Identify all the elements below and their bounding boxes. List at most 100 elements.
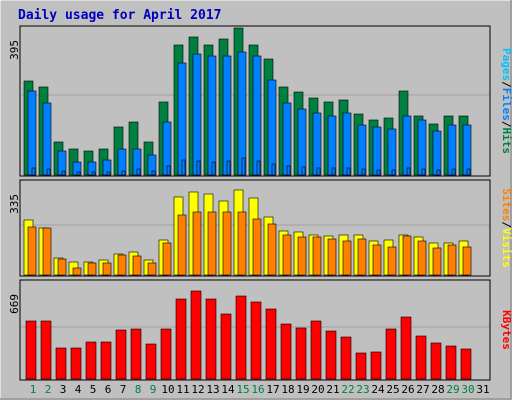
pages-bar-day-27 (421, 168, 426, 176)
day-label-11: 11 (176, 383, 189, 396)
sites-bar-day-4 (72, 267, 82, 276)
day-label-9: 9 (150, 383, 157, 396)
pages-bar-day-11 (181, 159, 186, 176)
kbytes-bar-day-13 (205, 298, 217, 380)
kbytes-bar-day-8 (130, 328, 142, 380)
day-label-8: 8 (135, 383, 142, 396)
sites-bar-day-24 (372, 244, 382, 276)
kbytes-bar-day-25 (385, 328, 397, 380)
sites-bar-day-27 (417, 240, 427, 276)
hits-files-pages-panel (21, 27, 489, 176)
day-label-14: 14 (221, 383, 235, 396)
legend-files: Files (500, 88, 512, 121)
pages-bar-day-2 (46, 168, 51, 176)
kbytes-bar-day-12 (190, 290, 202, 380)
sites-bar-day-19 (297, 236, 307, 276)
pages-bar-day-28 (436, 169, 441, 176)
files-bar-day-18 (282, 102, 292, 176)
day-label-29: 29 (446, 383, 459, 396)
sites-bar-day-5 (87, 262, 97, 276)
files-bar-day-14 (222, 55, 232, 176)
kbytes-bar-day-2 (40, 320, 52, 380)
pages-bar-day-7 (121, 170, 126, 176)
files-bar-day-29 (447, 124, 457, 176)
sites-bar-day-15 (237, 211, 247, 276)
day-label-2: 2 (45, 383, 52, 396)
kbytes-bar-day-10 (160, 328, 172, 380)
day-label-7: 7 (120, 383, 127, 396)
kbytes-bar-day-5 (85, 341, 97, 380)
files-bar-day-12 (192, 53, 202, 176)
day-label-28: 28 (431, 383, 444, 396)
pages-bar-day-14 (226, 160, 231, 176)
sites-bar-day-26 (402, 235, 412, 276)
sites-bar-day-29 (447, 244, 457, 276)
day-label-31: 31 (476, 383, 489, 396)
svg-text:Sites/Visits: Sites/Visits (500, 188, 512, 268)
hits-legend: Pages/Files/Hits (500, 48, 512, 154)
day-label-24: 24 (371, 383, 385, 396)
pages-bar-day-30 (466, 168, 471, 176)
sites-bar-day-7 (117, 254, 127, 276)
files-bar-day-15 (237, 51, 247, 176)
day-label-20: 20 (311, 383, 324, 396)
sites-bar-day-2 (42, 227, 52, 276)
pages-bar-day-24 (376, 169, 381, 176)
sites-bar-day-9 (147, 262, 157, 276)
files-bar-day-17 (267, 79, 277, 176)
kbytes-legend: KBytes (500, 310, 512, 350)
kbytes-bar-day-27 (415, 335, 427, 380)
day-label-3: 3 (60, 383, 67, 396)
sites-bar-day-28 (432, 247, 442, 276)
kbytes-panel (21, 290, 489, 380)
day-label-13: 13 (206, 383, 219, 396)
legend-sites: Sites (500, 188, 512, 221)
kbytes-bar-day-7 (115, 329, 127, 380)
kbytes-bar-day-14 (220, 313, 232, 380)
pages-bar-day-8 (136, 168, 141, 176)
files-bar-day-1 (27, 90, 37, 176)
files-bar-day-21 (327, 115, 337, 176)
files-bar-day-23 (357, 124, 367, 176)
pages-bar-day-18 (286, 165, 291, 176)
kbytes-bar-day-16 (250, 301, 262, 380)
files-bar-day-27 (417, 119, 427, 176)
files-bar-day-30 (462, 124, 472, 176)
day-labels: 1 2 3 4 5 6 7 8 9 10 11 12 13 14 15 16 17 18 19 20 21 22 23 24 2… (30, 383, 490, 396)
day-label-27: 27 (416, 383, 429, 396)
sites-bar-day-14 (222, 211, 232, 276)
sites-bar-day-23 (357, 238, 367, 276)
legend-pages: Pages (500, 48, 512, 81)
pages-bar-day-22 (346, 167, 351, 176)
sites-bar-day-25 (387, 246, 397, 276)
pages-bar-day-29 (451, 168, 456, 176)
day-label-10: 10 (161, 383, 174, 396)
visits-sites-panel (21, 189, 489, 276)
kbytes-ymax-label: 669 (8, 294, 21, 314)
pages-bar-day-3 (61, 170, 66, 176)
pages-bar-day-16 (256, 160, 261, 176)
legend-separator: / (500, 221, 512, 228)
kbytes-bar-day-3 (55, 347, 67, 380)
kbytes-bar-day-24 (370, 351, 382, 380)
files-bar-day-24 (372, 126, 382, 176)
kbytes-bar-day-23 (355, 352, 367, 380)
pages-bar-day-23 (361, 168, 366, 176)
sites-bar-day-21 (327, 238, 337, 276)
pages-bar-day-21 (331, 167, 336, 176)
sites-bar-day-13 (207, 211, 217, 276)
day-label-12: 12 (191, 383, 204, 396)
day-label-30: 30 (461, 383, 474, 396)
kbytes-bar-day-29 (445, 345, 457, 380)
day-label-22: 22 (341, 383, 354, 396)
day-label-1: 1 (30, 383, 37, 396)
pages-bar-day-10 (166, 165, 171, 176)
sites-bar-day-8 (132, 255, 142, 276)
legend-separator: / (500, 121, 512, 128)
pages-bar-day-6 (106, 171, 111, 176)
pages-bar-day-9 (151, 170, 156, 176)
sites-bar-day-6 (102, 262, 112, 276)
files-bar-day-2 (42, 102, 52, 176)
